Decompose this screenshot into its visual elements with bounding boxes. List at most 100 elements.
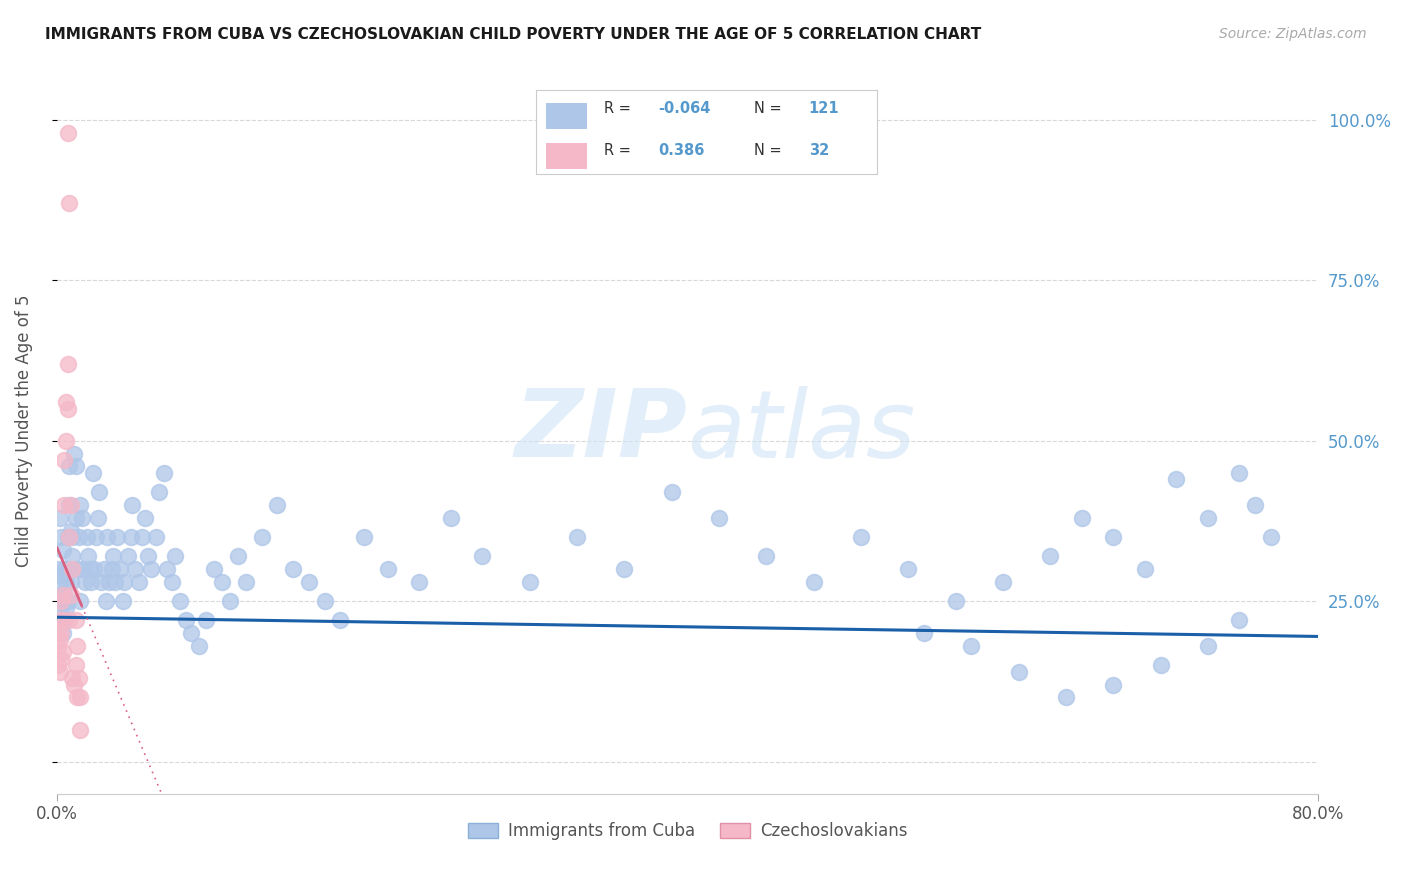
Point: [59, 574, 82, 589]
Point: [46, 658, 69, 673]
Point: [377, 562, 399, 576]
Point: [849, 530, 872, 544]
Point: [120, 530, 142, 544]
Point: [131, 530, 153, 544]
Point: [51, 594, 73, 608]
Point: [72, 562, 94, 576]
Point: [93, 562, 115, 576]
Point: [1244, 498, 1267, 512]
Point: [49, 510, 72, 524]
Point: [108, 562, 131, 576]
Text: IMMIGRANTS FROM CUBA VS CZECHOSLOVAKIAN CHILD POVERTY UNDER THE AGE OF 5 CORRELA: IMMIGRANTS FROM CUBA VS CZECHOSLOVAKIAN …: [45, 27, 981, 42]
Point: [46, 626, 69, 640]
Point: [51, 652, 73, 666]
Point: [51, 626, 73, 640]
Point: [145, 530, 167, 544]
Point: [80, 574, 103, 589]
Point: [94, 594, 117, 608]
Point: [49, 632, 72, 647]
Point: [440, 510, 463, 524]
Point: [56, 401, 79, 416]
Point: [105, 530, 128, 544]
Point: [55, 395, 77, 409]
Point: [471, 549, 494, 564]
Point: [121, 498, 143, 512]
Point: [134, 510, 156, 524]
Point: [111, 594, 134, 608]
Point: [803, 574, 825, 589]
Point: [55, 600, 77, 615]
Point: [96, 530, 118, 544]
Point: [1039, 549, 1062, 564]
Point: [56, 594, 79, 608]
Point: [283, 562, 305, 576]
Point: [707, 510, 730, 524]
Point: [124, 562, 146, 576]
Point: [613, 562, 636, 576]
Point: [141, 562, 163, 576]
Point: [1007, 665, 1029, 679]
Point: [408, 574, 430, 589]
Point: [60, 549, 83, 564]
Point: [49, 665, 72, 679]
Point: [83, 562, 105, 576]
Point: [329, 614, 352, 628]
Point: [51, 568, 73, 582]
Point: [58, 614, 80, 628]
Point: [195, 614, 218, 628]
Point: [58, 196, 80, 211]
Point: [163, 549, 186, 564]
Point: [136, 549, 159, 564]
Point: [153, 466, 176, 480]
Point: [51, 530, 73, 544]
Legend: Immigrants from Cuba, Czechoslovakians: Immigrants from Cuba, Czechoslovakians: [461, 815, 914, 847]
Point: [53, 498, 76, 512]
Point: [104, 574, 127, 589]
Point: [160, 574, 183, 589]
Point: [148, 485, 170, 500]
Y-axis label: Child Poverty Under the Age of 5: Child Poverty Under the Age of 5: [15, 295, 32, 567]
Point: [55, 574, 77, 589]
Point: [353, 530, 375, 544]
Point: [63, 677, 86, 691]
Point: [59, 524, 82, 538]
Point: [945, 594, 967, 608]
Point: [79, 562, 101, 576]
Point: [90, 574, 112, 589]
Point: [1229, 466, 1251, 480]
Point: [53, 453, 76, 467]
Point: [69, 723, 91, 737]
Point: [66, 690, 89, 705]
Point: [53, 614, 76, 628]
Point: [1102, 677, 1125, 691]
Point: [66, 639, 89, 653]
Point: [70, 510, 93, 524]
Point: [51, 614, 73, 628]
Point: [202, 562, 225, 576]
Point: [89, 485, 111, 500]
Point: [1197, 510, 1219, 524]
Point: [52, 626, 75, 640]
Point: [46, 639, 69, 653]
Point: [117, 549, 139, 564]
Point: [1102, 530, 1125, 544]
Text: Source: ZipAtlas.com: Source: ZipAtlas.com: [1219, 27, 1367, 41]
Point: [46, 562, 69, 576]
Point: [235, 574, 257, 589]
Point: [661, 485, 683, 500]
Point: [60, 671, 83, 685]
Point: [211, 574, 233, 589]
Point: [60, 562, 83, 576]
Point: [219, 594, 242, 608]
Point: [519, 574, 541, 589]
Point: [1229, 614, 1251, 628]
Point: [60, 530, 83, 544]
Point: [897, 562, 920, 576]
Point: [69, 498, 91, 512]
Point: [53, 562, 76, 576]
Point: [56, 530, 79, 544]
Point: [52, 594, 75, 608]
Point: [59, 588, 82, 602]
Text: ZIP: ZIP: [515, 385, 688, 477]
Point: [1197, 639, 1219, 653]
